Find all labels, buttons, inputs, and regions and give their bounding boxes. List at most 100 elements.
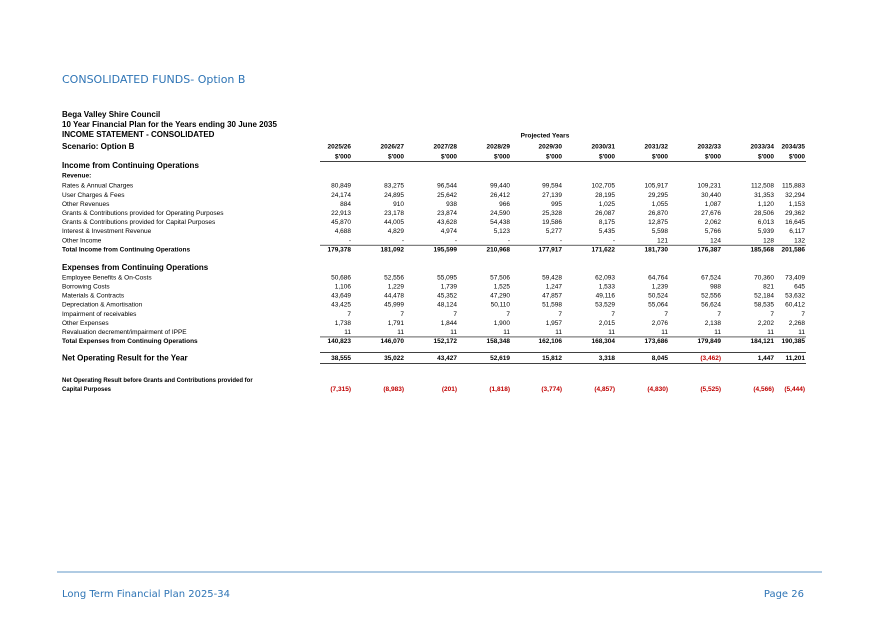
cell-value: 2,076 (652, 320, 669, 327)
cell-value: 7 (400, 311, 404, 318)
cell-value: 1,900 (494, 320, 511, 327)
note-value: (4,830) (647, 386, 668, 393)
total-value: 177,917 (539, 246, 563, 253)
cell-value: 2,138 (705, 320, 722, 327)
unit-header: $'000 (494, 154, 510, 161)
net-result-label: Net Operating Result for the Year (62, 354, 188, 363)
cell-value: 44,478 (384, 293, 404, 300)
total-value: 173,686 (645, 338, 669, 345)
section-subtitle: Revenue: (62, 173, 91, 180)
cell-value: 102,705 (592, 183, 616, 190)
cell-value: 56,624 (701, 302, 721, 309)
cell-value: 1,120 (758, 201, 775, 208)
cell-value: 29,362 (785, 210, 805, 217)
cell-value: 26,870 (648, 210, 668, 217)
cell-value: 73,409 (785, 274, 805, 281)
cell-value: 96,544 (437, 183, 457, 190)
note-value: (1,818) (489, 386, 510, 393)
row-label: Other Income (62, 237, 102, 244)
cell-value: 124 (710, 237, 721, 244)
cell-value: - (455, 237, 457, 244)
year-header: 2032/33 (698, 144, 722, 151)
cell-value: 11 (397, 329, 404, 336)
cell-value: 31,353 (754, 192, 774, 199)
cell-value: 12,875 (648, 219, 668, 226)
unit-header: $'000 (546, 154, 562, 161)
cell-value: 7 (770, 311, 774, 318)
total-value: 152,172 (434, 338, 458, 345)
total-value: 201,586 (782, 246, 806, 253)
year-header: 2033/34 (751, 144, 775, 151)
unit-header: $'000 (335, 154, 351, 161)
cell-value: 121 (657, 237, 668, 244)
cell-value: 52,556 (701, 293, 721, 300)
year-header: 2027/28 (434, 144, 458, 151)
cell-value: 1,106 (335, 284, 352, 291)
cell-value: 80,849 (331, 183, 351, 190)
total-label: Total Expenses from Continuing Operation… (62, 338, 198, 345)
cell-value: 67,524 (701, 274, 721, 281)
cell-value: 23,874 (437, 210, 457, 217)
cell-value: - (349, 237, 351, 244)
cell-value: 1,738 (335, 320, 352, 327)
row-label: Employee Benefits & On-Costs (62, 274, 152, 281)
unit-header: $'000 (789, 154, 805, 161)
net-result-value: 35,022 (384, 355, 404, 362)
total-value: 158,348 (487, 338, 511, 345)
cell-value: 7 (717, 311, 721, 318)
row-label: Materials & Contracts (62, 293, 125, 300)
note-line: Capital Purposes (62, 387, 112, 393)
net-result-value: 3,318 (599, 355, 616, 362)
year-header: 2026/27 (381, 144, 405, 151)
cell-value: 23,178 (384, 210, 404, 217)
total-value: 210,968 (487, 246, 511, 253)
row-label: Other Revenues (62, 201, 110, 208)
cell-value: 1,791 (388, 320, 405, 327)
cell-value: 52,556 (384, 274, 404, 281)
cell-value: 1,087 (705, 201, 722, 208)
note-value: (4,566) (753, 386, 774, 393)
cell-value: 30,440 (701, 192, 721, 199)
footer-left: Long Term Financial Plan 2025-34 (62, 589, 230, 600)
unit-header: $'000 (599, 154, 615, 161)
note-value: (5,444) (784, 386, 805, 393)
row-label: Rates & Annual Charges (62, 183, 134, 190)
unit-header: $'000 (705, 154, 721, 161)
cell-value: 16,645 (785, 219, 805, 226)
year-header: 2031/32 (645, 144, 669, 151)
cell-value: 11 (714, 329, 721, 336)
total-value: 195,599 (434, 246, 458, 253)
total-value: 171,622 (592, 246, 616, 253)
net-result-value: (3,462) (700, 355, 721, 362)
note-value: (3,774) (541, 386, 562, 393)
cell-value: 7 (506, 311, 510, 318)
plan-title: 10 Year Financial Plan for the Years end… (62, 120, 277, 129)
cell-value: 1,525 (494, 284, 511, 291)
row-label: Borrowing Costs (62, 284, 110, 291)
cell-value: 28,506 (754, 210, 774, 217)
cell-value: 7 (664, 311, 668, 318)
cell-value: 51,598 (542, 302, 562, 309)
cell-value: 52,184 (754, 293, 774, 300)
cell-value: 28,195 (595, 192, 615, 199)
total-value: 146,070 (381, 338, 405, 345)
cell-value: 22,913 (331, 210, 351, 217)
cell-value: 112,508 (751, 183, 774, 190)
cell-value: 44,005 (384, 219, 404, 226)
cell-value: 60,412 (785, 302, 805, 309)
cell-value: 99,594 (542, 183, 562, 190)
total-value: 179,849 (698, 338, 722, 345)
total-value: 162,106 (539, 338, 563, 345)
cell-value: 50,524 (648, 293, 668, 300)
cell-value: 1,844 (441, 320, 458, 327)
cell-value: 7 (801, 311, 805, 318)
cell-value: 938 (446, 201, 457, 208)
cell-value: 1,957 (546, 320, 563, 327)
cell-value: 59,428 (542, 274, 562, 281)
row-label: Impairment of receivables (62, 311, 137, 318)
cell-value: 19,586 (542, 219, 562, 226)
cell-value: 115,883 (782, 183, 805, 190)
row-label: Revaluation decrement/impairment of IPPE (62, 329, 187, 336)
section-title: Income from Continuing Operations (62, 161, 199, 170)
cell-value: 58,535 (754, 302, 774, 309)
